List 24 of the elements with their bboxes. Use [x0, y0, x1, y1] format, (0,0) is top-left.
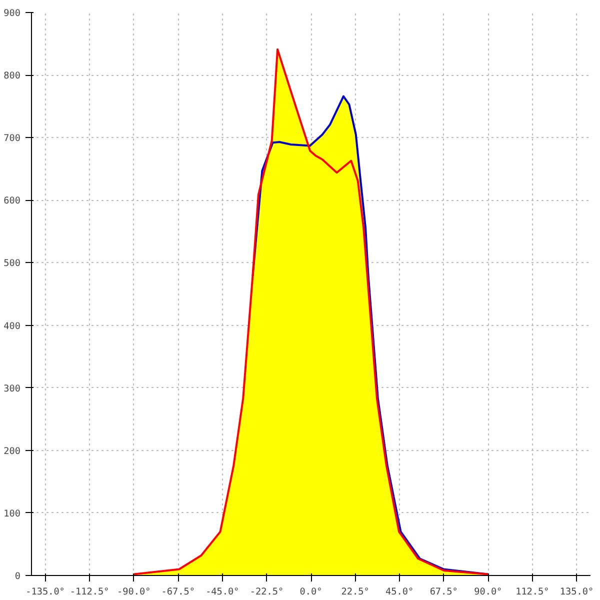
y-tick-label: 700 — [4, 133, 21, 144]
x-tick-label: 45.0° — [386, 586, 414, 598]
x-tick-label: -67.5° — [161, 586, 195, 598]
y-tick-label: 900 — [4, 8, 21, 19]
y-tick-label: 400 — [4, 320, 21, 332]
y-tick-label: 500 — [4, 258, 21, 270]
x-tick-label: 90.0° — [474, 586, 502, 598]
x-tick-label: 0.0° — [300, 586, 322, 598]
x-tick-label: -45.0° — [206, 586, 240, 598]
y-tick-label: 600 — [4, 196, 21, 207]
y-tick-label: 100 — [4, 508, 21, 520]
line-series — [252, 95, 490, 576]
x-tick-label: -22.5° — [250, 586, 284, 598]
y-tick-label: 800 — [4, 70, 21, 82]
x-tick-label: -112.5° — [70, 586, 110, 598]
y-tick-label: 0 — [14, 571, 21, 582]
y-tick-label: 200 — [4, 446, 21, 457]
x-tick-label: -90.0° — [117, 586, 151, 598]
x-tick-label: 135.0° — [560, 586, 594, 598]
x-tick-label: -135.0° — [26, 586, 65, 598]
y-tick-label: 300 — [4, 383, 21, 394]
x-tick-label: 112.5° — [516, 586, 550, 598]
x-tick-label: 67.5° — [430, 586, 458, 598]
x-tick-label: 22.5° — [341, 586, 370, 598]
